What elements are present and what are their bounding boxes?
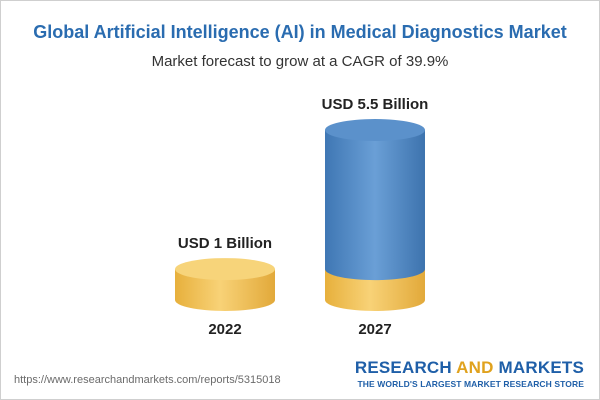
bar-2027-growth-body (325, 130, 425, 281)
brand-tagline: THE WORLD'S LARGEST MARKET RESEARCH STOR… (357, 379, 584, 389)
chart-subtitle: Market forecast to grow at a CAGR of 39.… (151, 53, 449, 70)
bar-2022-base-body (175, 269, 275, 311)
brand-name: RESEARCH AND MARKETS (354, 358, 584, 377)
brand-logo: RESEARCH AND MARKETS THE WORLD'S LARGEST… (355, 358, 584, 389)
chart-title: Global Artificial Intelligence (AI) in M… (33, 22, 567, 42)
data-label-2022: USD 1 Billion (178, 235, 272, 252)
source-url[interactable]: https://www.researchandmarkets.com/repor… (14, 374, 281, 386)
data-label-2027: USD 5.5 Billion (322, 96, 429, 113)
category-label-2027: 2027 (358, 321, 391, 338)
bar-2022-base-top (175, 258, 275, 281)
bar-2027-growth-top (325, 119, 425, 141)
brand-name-accent: AND (456, 358, 494, 377)
category-label-2022: 2022 (208, 321, 241, 338)
bar-2027-base-body (325, 269, 425, 311)
